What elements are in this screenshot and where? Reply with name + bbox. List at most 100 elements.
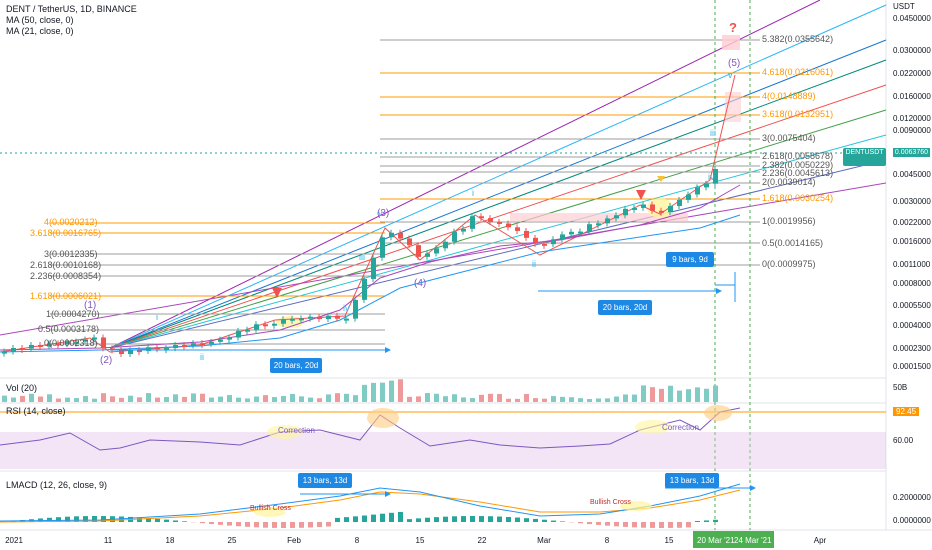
candle-body (677, 199, 682, 207)
candle-body (524, 230, 529, 238)
price-tick: 0.0022000 (893, 218, 931, 227)
lmacd-title[interactable]: LMACD (12, 26, close, 9) (6, 480, 108, 490)
bar-count-box[interactable]: 13 bars, 13d (665, 473, 719, 488)
macd-bar (290, 522, 295, 528)
ma50-legend[interactable]: MA (50, close, 0) (6, 15, 74, 25)
candle-body (695, 187, 700, 195)
macd-bar (686, 522, 691, 528)
macd-histogram (2, 511, 718, 528)
sell-arrow-icon (272, 288, 282, 298)
candle-body (47, 343, 52, 347)
candle-body (38, 344, 43, 347)
question-mark: ? (729, 20, 737, 35)
candle-body (11, 347, 16, 352)
candle-body (101, 337, 106, 349)
last-price-value: 0.0063760 (892, 148, 930, 157)
macd-bar (101, 516, 106, 522)
bar-count-box[interactable]: 20 bars, 20d (270, 358, 322, 373)
volume-bar (515, 398, 520, 402)
fib-label: 1.618(0.0006021) (30, 291, 102, 301)
candle-body (56, 343, 61, 346)
macd-bar (506, 516, 511, 522)
candle-body (20, 347, 25, 350)
bar-count-box[interactable]: 13 bars, 13d (298, 473, 352, 488)
macd-bar (371, 514, 376, 522)
rsi-highlight-4 (704, 405, 732, 421)
volume-bar (695, 387, 700, 402)
volume-bar (686, 389, 691, 402)
price-tick: 0.0008000 (893, 279, 931, 288)
volume-bar (533, 398, 538, 402)
volume-bar (218, 396, 223, 402)
macd-bar (641, 522, 646, 528)
macd-bar (299, 522, 304, 528)
volume-bar (623, 394, 628, 402)
volume-bar (164, 397, 169, 402)
candle-body (605, 218, 610, 224)
symbol-title[interactable]: DENT / TetherUS, 1D, BINANCE (6, 4, 137, 14)
candle-body (380, 237, 385, 258)
volume-bar (119, 397, 124, 402)
volume-title[interactable]: Vol (20) (6, 383, 38, 393)
rsi-highlight-3 (635, 420, 671, 434)
volume-bar (209, 397, 214, 402)
price-tick: 0.0004000 (893, 321, 931, 330)
wave-label: iv (708, 172, 715, 182)
macd-bar (668, 522, 673, 528)
candle-body (164, 348, 169, 351)
time-tick: 2021 (5, 536, 23, 545)
candle-body (416, 245, 421, 257)
candle-body (155, 347, 160, 350)
candle-body (218, 339, 223, 342)
macd-bar (713, 519, 718, 522)
candle-body (452, 231, 457, 242)
fib-label: 2.236(0.0008354) (30, 271, 102, 281)
price-tick: 0.0090000 (893, 126, 931, 135)
price-tick: 0.0030000 (893, 197, 931, 206)
fib-label: 0.5(0.0003178) (38, 324, 100, 334)
candle-body (299, 318, 304, 321)
candle-body (308, 316, 313, 319)
fib-label: 0(0.0002318) (44, 338, 98, 348)
volume-bar (362, 384, 367, 402)
candle-body (596, 223, 601, 226)
macd-bar (182, 521, 187, 522)
time-marker-label: 24 Mar '21 (734, 536, 772, 545)
volume-bar (641, 385, 646, 402)
candle-body (29, 344, 34, 349)
volume-bar (335, 393, 340, 402)
macd-note: Bullish Cross (590, 499, 631, 506)
macd-bar (605, 522, 610, 526)
candle-body (686, 194, 691, 200)
candle-body (245, 329, 250, 332)
wave-label: ii (532, 259, 536, 269)
candle-body (110, 348, 115, 351)
candle-body (650, 204, 655, 211)
macd-bar (119, 516, 124, 522)
macd-note: Bullish Cross (250, 505, 291, 512)
volume-bar (236, 397, 241, 402)
volume-bar (173, 394, 178, 402)
volume-bar (497, 394, 502, 402)
candle-body (470, 216, 475, 229)
macd-bar (497, 516, 502, 522)
price-tick: 0.0001500 (893, 362, 931, 371)
rsi-title[interactable]: RSI (14, close) (6, 406, 66, 416)
bar-count-box[interactable]: 20 bars, 20d (598, 300, 652, 315)
macd-bar (524, 518, 529, 522)
macd-bar (416, 518, 421, 522)
candle-body (146, 347, 151, 351)
fib-label: 4(0.0020212) (44, 217, 98, 227)
ma21-legend[interactable]: MA (21, close, 0) (6, 26, 74, 36)
wave-path (0, 74, 736, 353)
price-tick: 0.0450000 (893, 14, 931, 23)
candle-body (200, 343, 205, 346)
bar-count-box[interactable]: 9 bars, 9d (666, 252, 714, 267)
time-tick: Mar (537, 536, 551, 545)
fib-label: 3(0.0075404) (762, 133, 816, 143)
candle-body (713, 168, 718, 184)
candle-body (290, 318, 295, 321)
volume-bar (29, 393, 34, 402)
price-tick: 0.0160000 (893, 92, 931, 101)
